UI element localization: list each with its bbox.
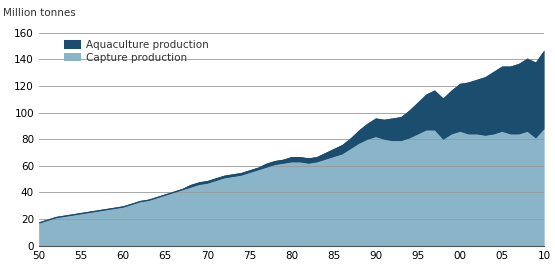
- Text: Million tonnes: Million tonnes: [3, 8, 75, 18]
- Legend: Aquaculture production, Capture production: Aquaculture production, Capture producti…: [64, 40, 209, 63]
